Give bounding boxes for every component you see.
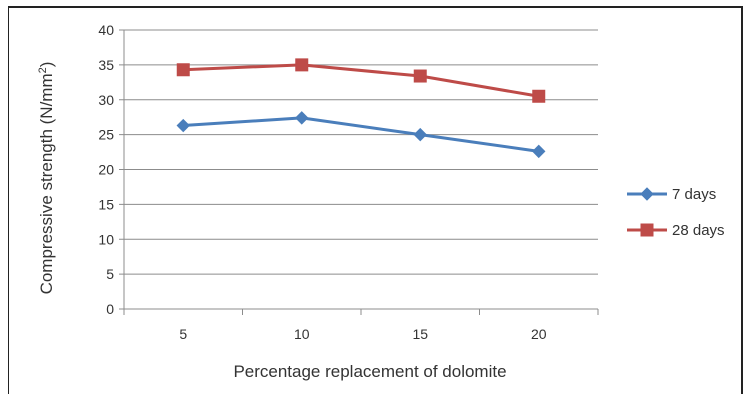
series-28-days xyxy=(176,58,546,103)
y-axis-title-main: Compressive strength (N/mm xyxy=(37,73,56,294)
x-tick-label: 15 xyxy=(412,326,428,342)
y-axis-title: Compressive strength (N/mm2) xyxy=(37,62,56,295)
legend-label: 28 days xyxy=(672,222,725,239)
legend-marker xyxy=(640,187,654,201)
series-line xyxy=(183,116,539,153)
y-tick-label: 25 xyxy=(98,127,114,143)
y-axis-title-superscript: 2 xyxy=(37,67,49,73)
x-tick-label: 20 xyxy=(531,326,547,342)
y-tick-label: 30 xyxy=(98,92,114,108)
data-point xyxy=(295,58,309,72)
series-line xyxy=(183,63,540,98)
legend: 7 days 28 days xyxy=(627,186,725,239)
legend-label: 7 days xyxy=(672,186,716,203)
legend-marker xyxy=(640,223,654,237)
x-tick-labels: 5 10 15 20 xyxy=(179,326,546,342)
data-point xyxy=(176,118,190,133)
y-tick-label: 40 xyxy=(98,22,114,38)
data-point xyxy=(413,69,427,83)
series-7-days xyxy=(176,111,546,159)
y-tick-labels: 0 5 10 15 20 25 30 35 40 xyxy=(98,22,114,317)
x-tick-label: 5 xyxy=(179,326,187,342)
data-point xyxy=(532,144,546,159)
legend-entry: 7 days xyxy=(627,186,716,203)
x-axis-title: Percentage replacement of dolomite xyxy=(233,362,506,381)
y-tick-label: 15 xyxy=(98,196,114,212)
data-point xyxy=(413,127,427,142)
data-point xyxy=(295,111,309,125)
y-tick-label: 5 xyxy=(106,266,114,282)
data-series xyxy=(176,58,546,159)
legend-entry: 28 days xyxy=(627,222,725,239)
x-tick-label: 10 xyxy=(294,326,310,342)
gridlines xyxy=(124,29,598,275)
y-axis-title-end: ) xyxy=(37,62,56,68)
y-tick-label: 35 xyxy=(98,57,114,73)
y-tick-label: 20 xyxy=(98,162,114,178)
y-tick-label: 0 xyxy=(106,301,114,317)
data-point xyxy=(176,63,190,77)
axes xyxy=(119,29,599,315)
y-tick-label: 10 xyxy=(98,231,114,247)
data-point xyxy=(532,89,546,103)
